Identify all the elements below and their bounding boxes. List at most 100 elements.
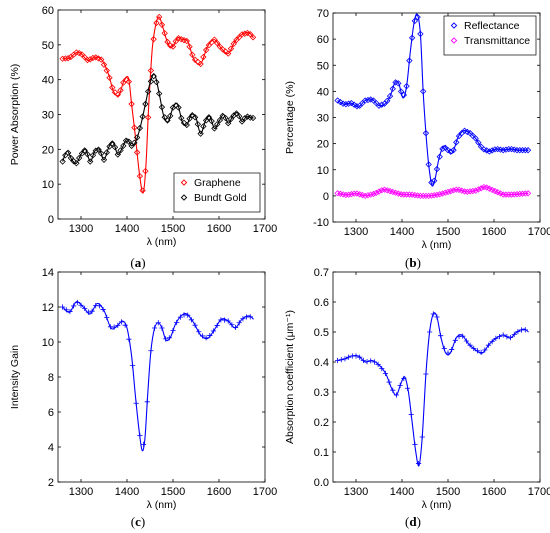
- data-point: [516, 146, 523, 154]
- data-point: [447, 148, 454, 155]
- data-point: [194, 58, 202, 66]
- data-point: [467, 342, 473, 348]
- data-point: [78, 302, 84, 308]
- data-point: [59, 158, 66, 165]
- data-point: [442, 189, 449, 196]
- data-point: [64, 55, 72, 62]
- data-point: [422, 130, 430, 137]
- data-point: [241, 115, 248, 122]
- data-point: [70, 158, 77, 165]
- data-point: [408, 411, 414, 418]
- data-point: [401, 375, 407, 382]
- data-point: [158, 104, 166, 111]
- y-tick-label: 2: [48, 477, 54, 489]
- data-point: [189, 51, 196, 58]
- plot-area: [57, 271, 266, 483]
- y-axis-label: Absorption coefficient (μm⁻¹): [284, 310, 296, 444]
- data-point: [225, 318, 231, 324]
- data-point: [128, 100, 135, 108]
- data-point: [227, 115, 235, 123]
- data-point: [417, 30, 424, 38]
- data-point: [412, 441, 418, 448]
- data-point: [434, 314, 440, 320]
- data-point: [114, 151, 121, 158]
- x-tick-label: 1500: [436, 486, 460, 498]
- data-point: [507, 335, 514, 341]
- legend-marker: [450, 37, 458, 44]
- y-tick-label: 50: [42, 40, 54, 52]
- data-point: [505, 191, 512, 198]
- data-point: [82, 305, 88, 311]
- legend: [443, 15, 537, 56]
- data-point: [67, 308, 73, 315]
- data-point: [222, 114, 229, 122]
- data-point: [216, 116, 224, 124]
- data-point: [172, 102, 179, 109]
- data-point: [350, 101, 358, 108]
- data-point: [232, 324, 239, 331]
- legend-marker: [450, 22, 458, 29]
- data-point: [522, 146, 529, 154]
- data-point: [489, 339, 495, 345]
- data-point: [236, 113, 243, 120]
- data-point: [115, 322, 121, 328]
- data-point: [469, 187, 477, 195]
- data-point: [438, 333, 444, 339]
- data-point: [375, 188, 383, 195]
- panel-label-b: (b): [405, 255, 421, 270]
- y-tick-label: 20: [317, 139, 329, 151]
- data-point: [463, 338, 469, 344]
- data-point: [95, 146, 102, 153]
- data-point: [161, 114, 168, 121]
- x-tick-label: 1400: [115, 223, 139, 235]
- data-point: [205, 114, 213, 121]
- data-point: [111, 324, 117, 330]
- x-tick-label: 1400: [390, 226, 414, 238]
- data-point: [142, 167, 149, 175]
- data-point: [150, 73, 157, 80]
- data-point: [148, 348, 154, 354]
- y-tick-label: -10: [313, 217, 329, 229]
- data-point: [139, 113, 146, 120]
- data-point: [111, 144, 119, 151]
- data-point: [335, 357, 341, 364]
- data-point: [81, 147, 88, 154]
- y-tick-label: 40: [317, 86, 329, 98]
- data-point: [417, 192, 424, 200]
- x-tick-label: 1500: [161, 223, 185, 235]
- data-point: [238, 31, 246, 38]
- data-point: [98, 56, 105, 63]
- y-tick-label: 6: [48, 407, 54, 419]
- panel-label-c: (c): [131, 514, 145, 529]
- data-point: [439, 145, 446, 153]
- data-point: [128, 142, 135, 150]
- series-reflectance: [334, 13, 532, 187]
- data-point: [199, 333, 206, 339]
- data-point: [122, 76, 130, 83]
- data-point: [348, 191, 355, 198]
- data-point: [156, 13, 163, 21]
- y-tick-label: 14: [42, 267, 54, 279]
- data-point: [137, 432, 143, 439]
- data-point: [406, 57, 413, 64]
- data-point: [466, 188, 474, 195]
- data-point: [502, 146, 510, 153]
- panel-label-a: (a): [130, 255, 145, 270]
- data-point: [140, 441, 147, 447]
- x-tick-label: 1300: [69, 486, 93, 498]
- legend-entry: Transmittance: [464, 35, 530, 47]
- data-point: [524, 190, 532, 197]
- y-axis-label: Percentage (%): [284, 81, 296, 154]
- data-point: [500, 191, 507, 198]
- legend-entry: Reflectance: [464, 20, 520, 32]
- y-axis-label: Power Absorption (%): [9, 64, 21, 166]
- data-point: [430, 311, 436, 317]
- y-axis-label: Intensity Gain: [9, 345, 21, 409]
- data-point: [360, 357, 366, 363]
- series-bundt-gold: [59, 73, 257, 167]
- data-point: [147, 78, 155, 85]
- legend-entry: Bundt Gold: [194, 192, 247, 204]
- data-point: [85, 309, 91, 315]
- data-point: [166, 335, 172, 341]
- data-point: [214, 322, 220, 329]
